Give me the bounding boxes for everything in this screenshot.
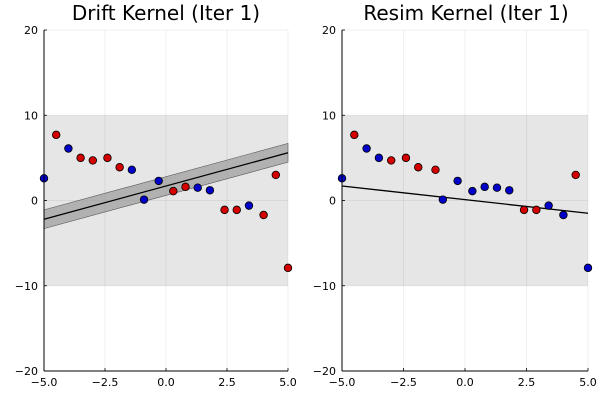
x-tick-label: 0.0 xyxy=(157,376,175,389)
data-point-blue-4 xyxy=(154,176,163,186)
y-tick-label: −20 xyxy=(313,365,336,378)
y-tick-label: −10 xyxy=(313,280,336,293)
chart-title: Resim Kernel (Iter 1) xyxy=(363,1,568,25)
data-point-blue-2 xyxy=(374,153,384,163)
fit-line-layer xyxy=(43,152,289,220)
x-tick-label: 5.0 xyxy=(579,376,597,389)
data-point-red-7 xyxy=(220,205,229,215)
tick-labels-layer: −5.0 −2.5 0.0 2.5 5.0 −20 −10 0 10 20 xyxy=(313,24,597,389)
data-point-red-11 xyxy=(283,263,293,273)
chart-title: Drift Kernel (Iter 1) xyxy=(72,1,260,25)
axes-layer xyxy=(341,29,589,372)
data-point-blue-3 xyxy=(139,195,149,204)
data-point-red-7 xyxy=(571,170,580,180)
data-point-red-3 xyxy=(414,163,423,172)
y-tick-label: 20 xyxy=(24,24,38,37)
x-tick-label: 0.0 xyxy=(456,376,474,389)
x-tick-label: −5.0 xyxy=(329,376,356,389)
x-tick-label: 2.5 xyxy=(518,376,536,389)
data-point-red-4 xyxy=(115,163,124,172)
data-point-blue-7 xyxy=(492,183,502,192)
y-tick-label: −20 xyxy=(15,365,38,378)
data-point-red-0 xyxy=(350,130,359,140)
data-point-red-2 xyxy=(401,153,411,163)
data-point-blue-5 xyxy=(193,183,202,192)
tick-labels-layer: −5.0 −2.5 0.0 2.5 5.0 −20 −10 0 10 20 xyxy=(15,24,297,389)
y-tick-label: 10 xyxy=(322,109,336,122)
x-tick-label: 5.0 xyxy=(279,376,297,389)
shaded-band-layer xyxy=(342,115,588,286)
points-layer xyxy=(337,130,593,273)
data-point-blue-10 xyxy=(559,210,568,220)
data-point-red-9 xyxy=(259,210,268,220)
data-point-blue-9 xyxy=(544,201,553,210)
data-point-red-0 xyxy=(52,130,61,140)
data-point-red-5 xyxy=(519,205,529,215)
data-point-red-10 xyxy=(271,170,280,180)
x-tick-label: −5.0 xyxy=(31,376,58,389)
x-tick-label: −2.5 xyxy=(92,376,119,389)
data-point-blue-8 xyxy=(505,186,514,195)
data-point-blue-3 xyxy=(438,195,448,204)
resim-kernel-panel: −5.0 −2.5 0.0 2.5 5.0 −20 −10 0 10 20 Resim Kerne… xyxy=(313,1,597,389)
data-point-blue-4 xyxy=(453,176,462,186)
y-tick-label: 10 xyxy=(24,109,38,122)
y-tick-label: −10 xyxy=(15,280,38,293)
y-tick-label: 20 xyxy=(322,24,336,37)
data-point-red-4 xyxy=(431,165,440,175)
y-tick-label: 0 xyxy=(31,195,38,208)
data-point-blue-6 xyxy=(480,182,489,192)
drift-kernel-panel: −5.0 −2.5 0.0 2.5 5.0 −20 −10 0 10 20 Drift Kerne… xyxy=(15,1,297,389)
data-point-red-3 xyxy=(103,153,112,163)
axes-layer xyxy=(43,29,289,372)
x-tick-label: 2.5 xyxy=(218,376,236,389)
data-point-red-5 xyxy=(169,186,178,196)
data-point-red-2 xyxy=(88,156,97,165)
x-tick-label: −2.5 xyxy=(390,376,417,389)
data-point-blue-2 xyxy=(127,165,137,175)
data-point-blue-5 xyxy=(468,186,477,196)
points-layer xyxy=(39,130,293,273)
data-point-red-1 xyxy=(387,156,396,165)
data-point-blue-7 xyxy=(244,201,254,210)
data-point-blue-1 xyxy=(64,144,73,153)
data-point-blue-11 xyxy=(583,263,593,273)
data-point-red-6 xyxy=(532,205,541,215)
fit-line xyxy=(43,152,289,220)
data-point-blue-6 xyxy=(205,186,215,195)
data-point-red-1 xyxy=(76,153,85,163)
data-point-red-8 xyxy=(232,205,241,215)
shaded-band xyxy=(342,115,588,286)
y-tick-label: 0 xyxy=(329,195,336,208)
data-point-blue-1 xyxy=(362,144,371,153)
data-point-red-6 xyxy=(181,182,190,192)
